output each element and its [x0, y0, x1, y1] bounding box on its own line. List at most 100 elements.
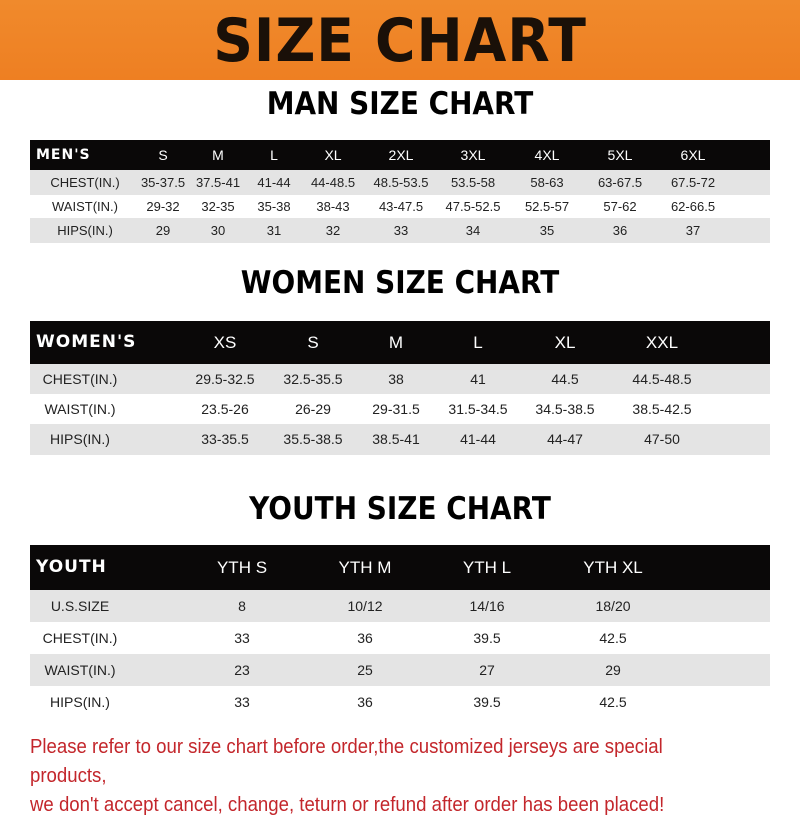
size-value: 38-43 — [316, 199, 350, 214]
size-header: YTH S — [216, 558, 268, 577]
women-section-title: WOMEN SIZE CHART — [240, 265, 560, 301]
size-header: YTH XL — [583, 558, 643, 577]
size-value: 44.5 — [551, 371, 579, 387]
row-label: HIPS(IN.) — [50, 431, 110, 447]
size-value: 38 — [388, 371, 404, 387]
size-value: 53.5-58 — [450, 175, 496, 190]
row-label: WAIST(IN.) — [52, 199, 118, 214]
men-section-title: MAN SIZE CHART — [266, 86, 534, 122]
table-label: MEN'S — [36, 147, 91, 163]
row-label: HIPS(IN.) — [50, 694, 110, 710]
banner: SIZE CHART — [0, 0, 800, 80]
size-value: 38.5-42.5 — [632, 401, 692, 417]
size-value: 47-50 — [644, 431, 680, 447]
size-header: YTH M — [338, 558, 392, 577]
size-header: 4XL — [534, 147, 560, 163]
table-row: WAIST(IN.) 29-32 32-35 35-38 38-43 43-47.5 47.… — [30, 195, 770, 218]
table-row: HIPS(IN.) 33-35.5 35.5-38.5 38.5-41 41-44 44-… — [30, 424, 770, 455]
size-value: 29-32 — [146, 199, 180, 214]
size-value: 23 — [234, 662, 250, 678]
size-value: 36 — [357, 694, 373, 710]
size-value: 25 — [357, 662, 373, 678]
row-label: WAIST(IN.) — [44, 662, 116, 678]
table-row: U.S.SIZE 8 10/12 14/16 18/20 — [30, 590, 770, 622]
size-value: 67.5-72 — [670, 175, 716, 190]
size-value: 30 — [210, 223, 226, 238]
size-value: 10/12 — [347, 598, 383, 614]
size-value: 29-31.5 — [372, 401, 420, 417]
size-value: 38.5-41 — [372, 431, 420, 447]
size-value: 18/20 — [595, 598, 631, 614]
size-value: 41-44 — [257, 175, 291, 190]
size-header: 3XL — [460, 147, 486, 163]
table-label: WOMEN'S — [36, 332, 137, 352]
header-row: MEN'S S M L XL 2XL 3XL 4XL 5XL 6XL — [30, 140, 770, 170]
size-value: 29 — [155, 223, 171, 238]
size-value: 27 — [479, 662, 495, 678]
size-header: 2XL — [388, 147, 414, 163]
size-value: 35 — [539, 223, 555, 238]
youth-size-table: YOUTH YTH S YTH M YTH L YTH XL U.S.SIZE 8 10/12… — [30, 545, 770, 718]
size-value: 26-29 — [295, 401, 331, 417]
banner-title: SIZE CHART — [213, 6, 587, 76]
size-value: 29.5-32.5 — [195, 371, 255, 387]
men-size-table: MEN'S S M L XL 2XL 3XL 4XL 5XL 6XL CHEST(IN.) 35-37… — [30, 140, 770, 243]
size-header: S — [158, 147, 168, 163]
table-row: WAIST(IN.) 23 25 27 29 — [30, 654, 770, 686]
size-header: L — [473, 333, 483, 352]
size-value: 37 — [685, 223, 701, 238]
size-value: 41-44 — [460, 431, 496, 447]
size-value: 36 — [357, 630, 373, 646]
size-value: 41 — [470, 371, 486, 387]
table-row: HIPS(IN.) 29 30 31 32 33 34 35 36 37 — [30, 218, 770, 243]
size-header: 6XL — [680, 147, 706, 163]
size-header: S — [307, 333, 319, 352]
row-label: WAIST(IN.) — [44, 401, 116, 417]
size-value: 36 — [612, 223, 628, 238]
size-value: 62-66.5 — [670, 199, 716, 214]
size-value: 33 — [234, 630, 250, 646]
size-header: L — [270, 147, 278, 163]
row-label: CHEST(IN.) — [42, 371, 118, 387]
size-header: XL — [324, 147, 342, 163]
size-value: 57-62 — [603, 199, 637, 214]
size-header: M — [388, 333, 404, 352]
size-value: 52.5-57 — [524, 199, 570, 214]
table-row: CHEST(IN.) 29.5-32.5 32.5-35.5 38 41 44.5 44.5… — [30, 364, 770, 394]
size-value: 47.5-52.5 — [445, 199, 501, 214]
row-label: HIPS(IN.) — [57, 223, 113, 238]
size-value: 34 — [465, 223, 481, 238]
size-value: 32-35 — [201, 199, 235, 214]
size-value: 31.5-34.5 — [448, 401, 508, 417]
size-value: 44.5-48.5 — [632, 371, 692, 387]
table-row: CHEST(IN.) 33 36 39.5 42.5 — [30, 622, 770, 654]
size-value: 8 — [238, 598, 246, 614]
size-value: 39.5 — [473, 630, 501, 646]
women-size-table: WOMEN'S XS S M L XL XXL CHEST(IN.) 29.5-32.5 32.5… — [30, 321, 770, 455]
table-row: HIPS(IN.) 33 36 39.5 42.5 — [30, 686, 770, 718]
size-value: 32.5-35.5 — [283, 371, 343, 387]
size-value: 48.5-53.5 — [373, 175, 429, 190]
row-label: U.S.SIZE — [50, 598, 110, 614]
size-value: 32 — [325, 223, 341, 238]
size-header: XS — [213, 333, 237, 352]
size-header: YTH L — [462, 558, 512, 577]
size-header: XL — [554, 333, 576, 352]
size-value: 44-47 — [547, 431, 583, 447]
size-value: 42.5 — [599, 694, 627, 710]
table-row: WAIST(IN.) 23.5-26 26-29 29-31.5 31.5-34.5 34… — [30, 394, 770, 424]
size-header: 5XL — [607, 147, 633, 163]
header-row: YOUTH YTH S YTH M YTH L YTH XL — [30, 545, 770, 590]
table-row: CHEST(IN.) 35-37.5 37.5-41 41-44 44-48.5 48.5… — [30, 170, 770, 195]
size-value: 35-38 — [257, 199, 291, 214]
size-value: 37.5-41 — [195, 175, 241, 190]
size-value: 42.5 — [599, 630, 627, 646]
size-header: M — [212, 147, 224, 163]
size-value: 35-37.5 — [140, 175, 186, 190]
size-value: 43-47.5 — [378, 199, 424, 214]
size-value: 58-63 — [530, 175, 564, 190]
youth-section-title: YOUTH SIZE CHART — [249, 491, 551, 527]
row-label: CHEST(IN.) — [50, 175, 120, 190]
size-value: 33 — [234, 694, 250, 710]
order-notice: Please refer to our size chart before or… — [30, 733, 737, 820]
